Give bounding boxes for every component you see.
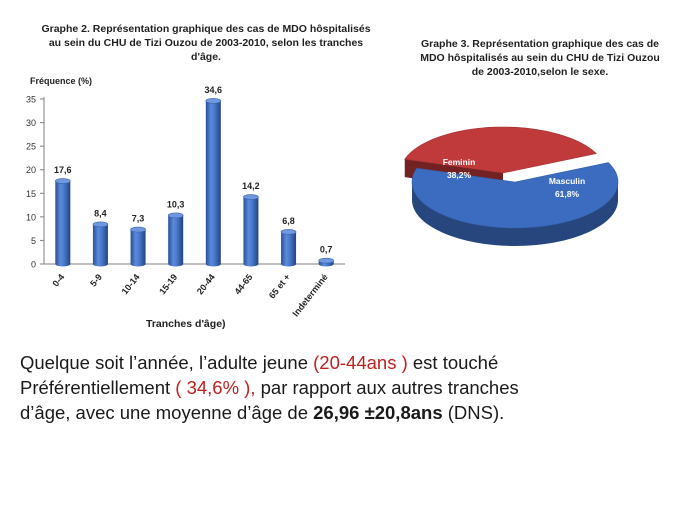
text-line-3-b: (DNS). [442,402,505,423]
pie-label: Feminin [443,157,476,167]
bar-value-label: 6,8 [282,216,295,226]
x-axis-label: Tranches d'âge) [146,318,226,330]
text-line-1-b: est touché [407,352,499,373]
bar-top [167,212,184,219]
text-line-2-b: par rapport aux autres tranches [255,377,519,398]
text-line-2-highlight: ( 34,6% ), [175,377,256,398]
pie-chart-title: Graphe 3. Représentation graphique des c… [420,38,660,78]
y-tick-label: 35 [26,95,36,105]
bar-top [130,226,146,233]
bar-value-label: 10,3 [167,199,185,209]
y-tick-label: 0 [31,260,36,270]
bar-top [318,257,334,264]
bar [92,224,108,267]
bar-value-label: 0,7 [320,245,333,255]
text-line-1-a: Quelque soit l’année, l’adulte jeune [20,352,314,373]
pie-value-label: 61,8% [555,189,580,199]
y-tick-label: 20 [26,165,36,175]
bar-value-label: 14,2 [242,181,260,191]
bar-chart-title: Graphe 2. Représentation graphique des c… [41,23,371,63]
y-tick-label: 10 [26,212,36,222]
bar-top [205,98,222,104]
bar [281,231,297,267]
bar-value-label: 7,3 [132,214,145,224]
y-tick-label: 25 [26,142,36,152]
pie-slice-side [412,182,618,246]
text-line-2-a: Préférentiellement [20,377,176,398]
bar-top [55,178,71,184]
bar-top [92,221,109,228]
bar [168,215,184,267]
y-tick-label: 15 [26,189,36,199]
text-line-1: Quelque soit l’année, l’adulte jeune (20… [20,350,670,375]
bar-top [280,229,297,235]
bar-value-label: 17,6 [54,165,72,175]
bar [205,100,221,267]
bar-top [243,194,259,200]
bar-value-label: 34,6 [205,85,223,95]
y-tick-label: 30 [26,118,36,128]
text-line-1-highlight: (20-44ans ) [313,352,408,373]
pie-slice [404,126,597,174]
pie-label: Masculin [549,176,585,186]
bar-value-label: 8,4 [94,208,107,218]
text-line-3-a: d’âge, avec une moyenne d’âge de [20,402,314,423]
pie-value-label: 38,2% [447,170,472,180]
bar [55,181,71,267]
bar [243,197,259,267]
pie-slice [411,162,619,229]
text-line-3-bold: 26,96 ±20,8ans [313,402,443,423]
text-line-3: d’âge, avec une moyenne d’âge de 26,96 ±… [20,400,670,425]
y-axis-label: Fréquence (%) [30,76,92,86]
bar [130,229,146,267]
y-tick-label: 5 [31,236,36,246]
text-line-2: Préférentiellement ( 34,6% ), par rappor… [20,375,670,400]
body-text: Quelque soit l’année, l’adulte jeune (20… [20,350,670,425]
